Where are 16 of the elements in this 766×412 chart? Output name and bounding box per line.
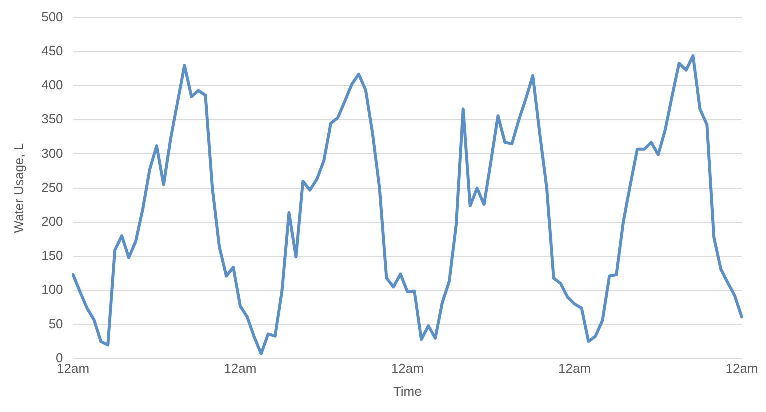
y-tick-label: 300 [42, 146, 64, 161]
y-tick-label: 200 [42, 214, 64, 229]
y-tick-label: 350 [42, 112, 64, 127]
y-tick-label: 100 [42, 282, 64, 298]
y-axis-title: Water Usage, L [11, 143, 26, 234]
y-tick-label: 250 [42, 180, 64, 195]
x-tick-label: 12am [726, 361, 758, 376]
y-tick-label: 500 [42, 9, 64, 24]
x-axis-title: Time [393, 384, 422, 399]
y-tick-label: 50 [48, 316, 64, 332]
y-tick-label: 150 [42, 248, 64, 264]
y-tick-label: 400 [42, 78, 64, 93]
y-tick-label: 450 [42, 43, 64, 58]
x-tick-label: 12am [391, 361, 424, 376]
x-tick-label: 12am [558, 361, 592, 376]
x-tick-label: 12am [224, 361, 257, 376]
